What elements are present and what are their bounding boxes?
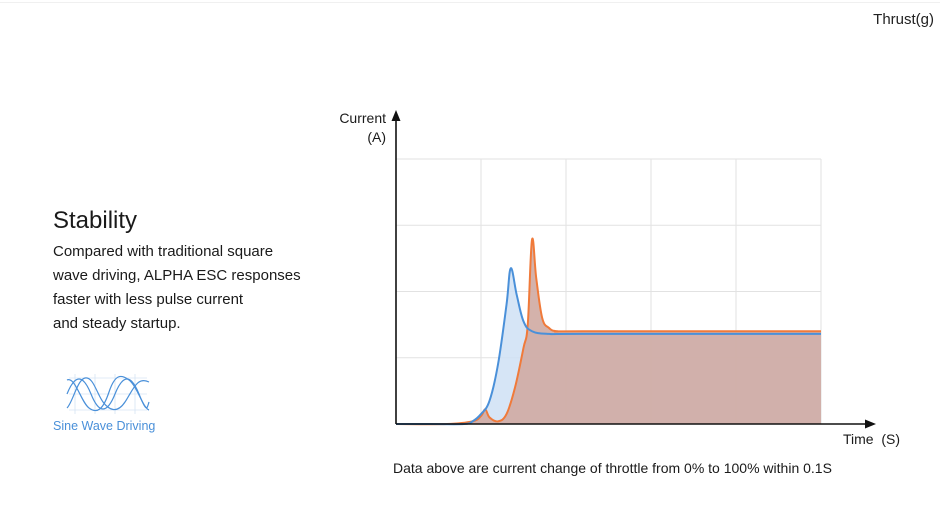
series-line-orange — [395, 237, 821, 426]
feature-description: Compared with traditional square wave dr… — [53, 240, 353, 336]
feature-desc-line: and steady startup. — [53, 315, 181, 332]
feature-desc-line: wave driving, ALPHA ESC responses — [53, 267, 301, 284]
y-axis-label: Current — [339, 110, 386, 126]
x-axis-arrow — [865, 419, 876, 429]
top-divider — [0, 2, 940, 3]
x-axis-label: Time (S) — [843, 431, 900, 447]
series-line-blue — [396, 267, 821, 426]
feature-desc-line: faster with less pulse current — [53, 291, 244, 308]
chart-caption: Data above are current change of throttl… — [393, 460, 832, 476]
feature-desc-line: Compared with traditional square — [53, 243, 274, 260]
chart-lines — [395, 237, 821, 426]
y-axis-unit: (A) — [367, 129, 386, 145]
y-axis-arrow — [391, 110, 401, 121]
thrust-label: Thrust(g) — [873, 11, 934, 28]
chart-axes — [391, 110, 876, 429]
feature-title: Stability — [53, 207, 138, 234]
sine-wave-label: Sine Wave Driving — [53, 419, 156, 433]
sine-wave-icon — [66, 374, 150, 414]
